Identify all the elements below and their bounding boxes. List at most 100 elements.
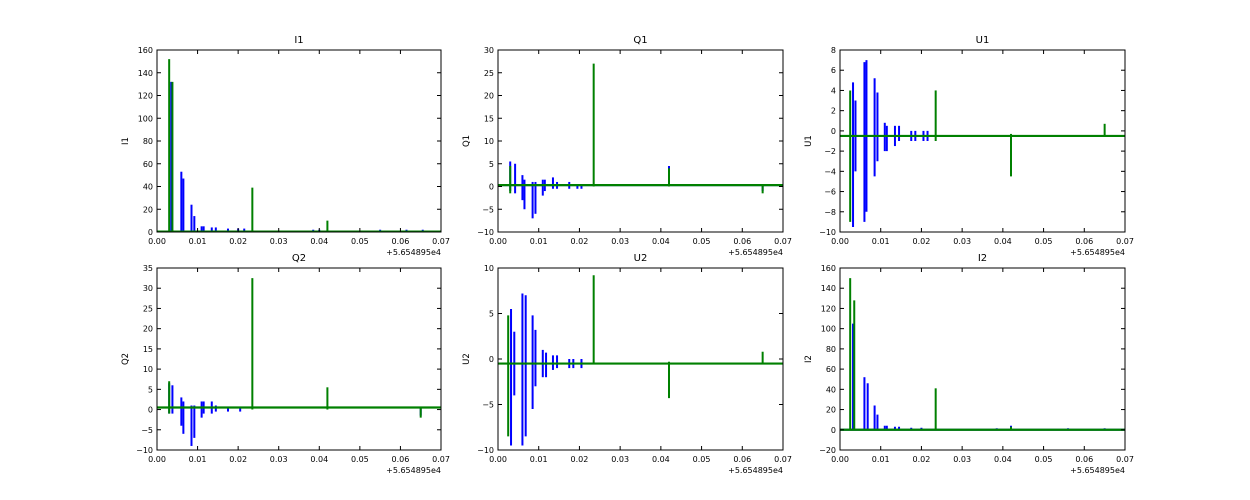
y-tick-label: 10: [484, 264, 494, 273]
subplot-u2: 0.00 0.01 0.02 0.03 0.04 0.05 0.06 0.07 −10 −5 0 5 1…: [462, 253, 792, 475]
x-tick-label: 0.00: [489, 455, 507, 464]
chart-title: Q2: [292, 253, 306, 264]
y-tick-label: 25: [484, 69, 494, 78]
y-axis-label: I2: [804, 355, 814, 363]
y-tick-label: 8: [831, 46, 836, 55]
y-tick-label: 20: [826, 406, 836, 415]
y-tick-label: −6: [824, 188, 836, 197]
y-tick-label: 60: [143, 160, 153, 169]
y-tick-label: 10: [484, 137, 494, 146]
x-tick-label: 0.02: [229, 237, 247, 246]
subplot-q2: 0.00 0.01 0.02 0.03 0.04 0.05 0.06 0.07 −10 −5 0 5 1…: [121, 253, 450, 475]
x-tick-label: 0.06: [733, 237, 751, 246]
x-tick-label: 0.05: [693, 237, 711, 246]
y-tick-label: 80: [143, 137, 153, 146]
y-tick-label: 10: [143, 365, 153, 374]
y-tick-label: 30: [143, 284, 153, 293]
x-tick-label: 0.05: [1035, 455, 1053, 464]
y-tick-label: −20: [819, 446, 836, 455]
y-tick-label: 100: [138, 114, 153, 123]
x-tick-label: 0.07: [432, 237, 450, 246]
chart-title: Q1: [633, 35, 647, 46]
plot-area: [840, 60, 1125, 227]
y-tick-label: 20: [484, 92, 494, 101]
y-tick-label: 0: [489, 183, 494, 192]
y-tick-label: −10: [136, 446, 153, 455]
y-tick-label: 120: [138, 92, 153, 101]
y-tick-label: 160: [821, 264, 836, 273]
x-offset-label: +5.654895e4: [1070, 248, 1125, 257]
y-tick-label: 4: [831, 86, 836, 95]
y-tick-label: 40: [826, 385, 836, 394]
y-axis-label: Q2: [121, 353, 131, 365]
y-tick-label: 140: [821, 284, 836, 293]
subplot-u1: 0.00 0.01 0.02 0.03 0.04 0.05 0.06 0.07 −10 −8 −6 −…: [804, 35, 1134, 257]
y-tick-label: 0: [831, 426, 836, 435]
x-tick-label: 0.07: [1116, 455, 1134, 464]
plot-area: [840, 278, 1125, 431]
x-tick-label: 0.05: [693, 455, 711, 464]
y-tick-label: 60: [826, 365, 836, 374]
x-tick-label: 0.04: [310, 455, 328, 464]
x-offset-label: +5.654895e4: [386, 466, 441, 475]
x-offset-label: +5.654895e4: [1070, 466, 1125, 475]
subplot-q1: 0.00 0.01 0.02 0.03 0.04 0.05 0.06 0.07 −10 −5 0 5 1…: [462, 35, 792, 257]
y-tick-label: 20: [143, 205, 153, 214]
y-axis-label: U2: [462, 353, 472, 365]
chart-title: I2: [978, 253, 987, 264]
x-tick-label: 0.05: [1035, 237, 1053, 246]
x-tick-label: 0.02: [913, 455, 931, 464]
y-tick-label: −5: [141, 426, 153, 435]
subplot-i1: 0.00 0.01 0.02 0.03 0.04 0.05 0.06 0.07 0 20 40 60 8…: [121, 35, 450, 257]
x-tick-label: 0.07: [1116, 237, 1134, 246]
y-tick-label: −8: [824, 208, 836, 217]
y-tick-label: 30: [484, 46, 494, 55]
y-tick-label: 15: [484, 114, 494, 123]
x-tick-label: 0.01: [872, 455, 890, 464]
y-tick-label: 15: [143, 345, 153, 354]
x-tick-label: 0.04: [994, 455, 1012, 464]
y-tick-label: −5: [482, 205, 494, 214]
plot-area: [157, 59, 441, 232]
y-tick-label: −10: [819, 228, 836, 237]
y-tick-label: 25: [143, 304, 153, 313]
chart-title: U2: [634, 253, 648, 264]
x-tick-label: 0.00: [831, 455, 849, 464]
y-tick-label: −4: [824, 167, 836, 176]
x-tick-label: 0.05: [351, 455, 369, 464]
y-tick-label: −5: [482, 401, 494, 410]
x-tick-label: 0.07: [774, 455, 792, 464]
chart-title: U1: [976, 35, 990, 46]
x-tick-label: 0.03: [611, 237, 629, 246]
y-tick-label: 5: [148, 385, 153, 394]
y-tick-label: −2: [824, 147, 836, 156]
x-tick-label: 0.03: [953, 237, 971, 246]
y-tick-label: 20: [143, 325, 153, 334]
y-tick-label: 2: [831, 107, 836, 116]
subplot-i2: 0.00 0.01 0.02 0.03 0.04 0.05 0.06 0.07 −20 0 20 40…: [804, 253, 1134, 475]
axes-frame: [156, 267, 442, 451]
y-tick-label: 0: [148, 228, 153, 237]
y-tick-label: 120: [821, 304, 836, 313]
x-tick-label: 0.07: [432, 455, 450, 464]
y-tick-label: 35: [143, 264, 153, 273]
y-axis-label: Q1: [462, 135, 472, 147]
y-tick-label: 100: [821, 325, 836, 334]
plot-area: [157, 278, 441, 446]
axes-frame: [497, 49, 784, 233]
y-tick-label: 0: [489, 355, 494, 364]
x-offset-label: +5.654895e4: [386, 248, 441, 257]
x-tick-label: 0.00: [489, 237, 507, 246]
x-offset-label: +5.654895e4: [728, 248, 783, 257]
x-tick-label: 0.06: [1075, 237, 1093, 246]
y-axis-label: U1: [804, 135, 814, 147]
x-tick-label: 0.04: [994, 237, 1012, 246]
x-tick-label: 0.04: [310, 237, 328, 246]
y-tick-label: 5: [489, 160, 494, 169]
y-tick-label: −10: [477, 446, 494, 455]
x-tick-label: 0.00: [148, 455, 166, 464]
x-tick-label: 0.02: [571, 237, 589, 246]
y-tick-label: 140: [138, 69, 153, 78]
x-tick-label: 0.06: [1075, 455, 1093, 464]
